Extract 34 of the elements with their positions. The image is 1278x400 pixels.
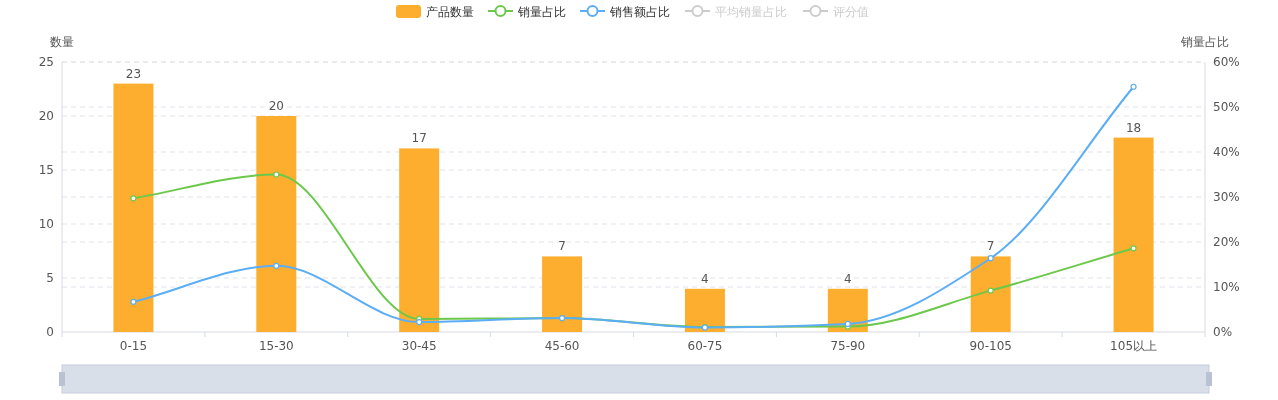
y2-tick-label: 60% (1213, 55, 1240, 69)
y-tick-label: 15 (38, 163, 54, 177)
y2-tick-label: 20% (1213, 235, 1240, 249)
y-tick-label: 10 (38, 217, 54, 231)
y-tick-label: 5 (46, 271, 54, 285)
y-axis-title: 数量 (50, 35, 74, 49)
legend-label: 销量占比 (517, 4, 566, 19)
y2-axis-title: 销量占比 (1180, 35, 1229, 49)
y2-tick-label: 10% (1213, 280, 1240, 294)
y-tick-label: 20 (38, 109, 54, 123)
data-label: 7 (986, 239, 995, 254)
data-label: 7 (558, 239, 566, 254)
legend-label: 销售额占比 (609, 4, 670, 19)
x-tick-label: 0-15 (119, 339, 148, 353)
y-tick-label: 0 (46, 325, 54, 339)
y2-tick-label: 50% (1213, 100, 1240, 114)
data-label: 17 (411, 131, 427, 146)
x-tick-label: 90-105 (969, 339, 1012, 353)
y2-tick-label: 30% (1213, 190, 1240, 204)
x-tick-label: 75-90 (830, 339, 866, 353)
y2-tick-label: 0% (1213, 325, 1233, 339)
x-tick-label: 105以上 (1110, 339, 1158, 353)
data-label: 23 (125, 66, 142, 81)
x-tick-label: 45-60 (544, 339, 580, 353)
y-tick-label: 25 (38, 55, 54, 69)
x-tick-label: 30-45 (401, 339, 437, 353)
data-label: 4 (843, 271, 852, 286)
x-tick-label: 15-30 (258, 339, 294, 353)
legend-label: 产品数量 (426, 4, 474, 19)
y2-tick-label: 40% (1213, 145, 1240, 159)
data-label: 18 (1125, 120, 1142, 135)
data-label: 20 (268, 99, 284, 113)
data-label: 4 (701, 271, 709, 286)
x-tick-label: 60-75 (687, 339, 723, 353)
